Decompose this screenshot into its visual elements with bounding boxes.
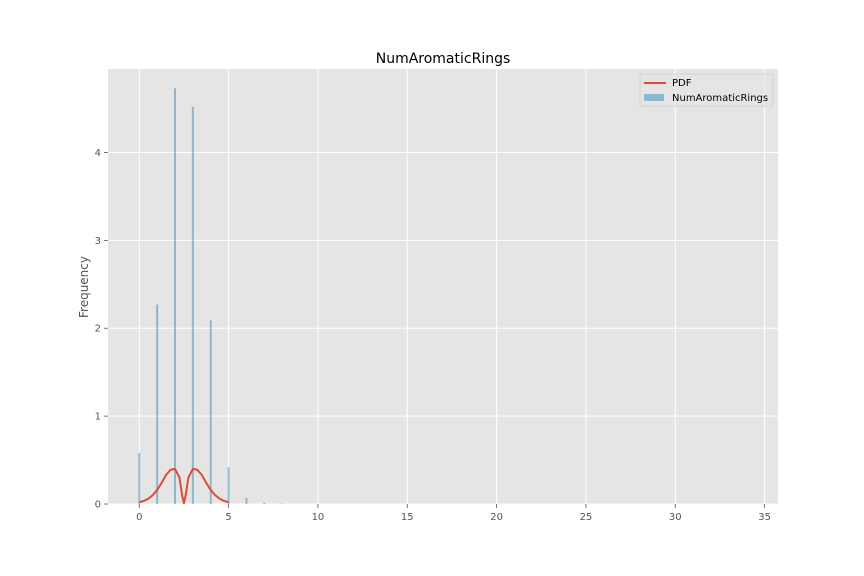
y-axis-label: Frequency	[77, 256, 91, 318]
histogram-bar	[174, 88, 176, 504]
x-tick-label: 30	[669, 512, 682, 523]
x-tick-label: 35	[758, 512, 771, 523]
x-tick-label: 25	[580, 512, 593, 523]
histogram-bar	[156, 304, 159, 504]
y-tick-label: 0	[95, 500, 101, 511]
legend-pdf-label: PDF	[672, 78, 692, 89]
legend-box	[639, 73, 774, 107]
legend-hist-label: NumAromaticRings	[672, 93, 768, 104]
histogram-bar	[245, 497, 248, 504]
x-tick-label: 5	[225, 512, 231, 523]
histogram-bar	[209, 320, 212, 504]
grid	[108, 69, 778, 505]
histogram-bar	[227, 467, 230, 504]
y-tick-label: 3	[95, 236, 101, 247]
y-tick-label: 4	[95, 148, 101, 159]
x-tick-label: 20	[490, 512, 503, 523]
y-tick-label: 1	[95, 412, 101, 423]
y-tick-label: 2	[95, 324, 101, 335]
x-tick-label: 10	[312, 512, 325, 523]
legend-hist-swatch	[644, 94, 664, 101]
plot-background	[108, 69, 778, 504]
axis-ticks: 0 5 10 15 20 25 30 35 0 1 2 3 4	[95, 148, 771, 523]
pdf-curve-layer	[138, 467, 229, 505]
pdf-line	[138, 467, 229, 505]
histogram-bar	[138, 453, 141, 504]
histogram-bar	[263, 502, 266, 504]
x-tick-label: 15	[401, 512, 414, 523]
legend: PDF NumAromaticRings	[639, 73, 774, 107]
x-tick-label: 0	[136, 512, 142, 523]
histogram-bar	[191, 106, 194, 505]
histogram-bars	[138, 88, 284, 505]
chart-title: NumAromaticRings	[376, 51, 511, 67]
